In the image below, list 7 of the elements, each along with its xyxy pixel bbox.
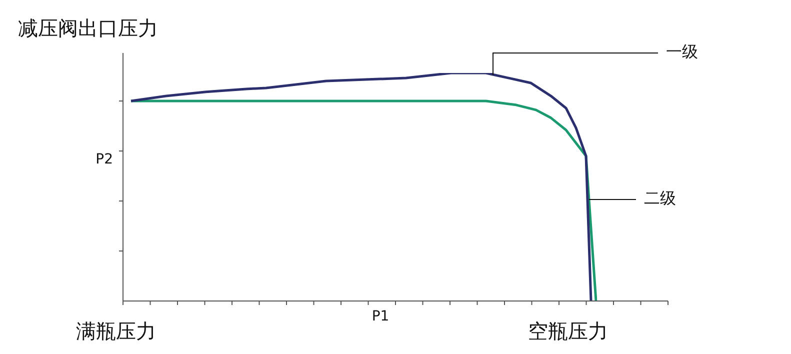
text: 空瓶压力: [528, 319, 608, 344]
text: 满瓶压力: [76, 319, 156, 344]
y-axis-title: 减压阀出口压力: [18, 16, 158, 40]
y2-axis-title: P2: [96, 152, 113, 168]
text: 二级: [644, 188, 676, 208]
x-axis-title: P1: [372, 308, 390, 325]
text: 一级: [666, 42, 698, 62]
